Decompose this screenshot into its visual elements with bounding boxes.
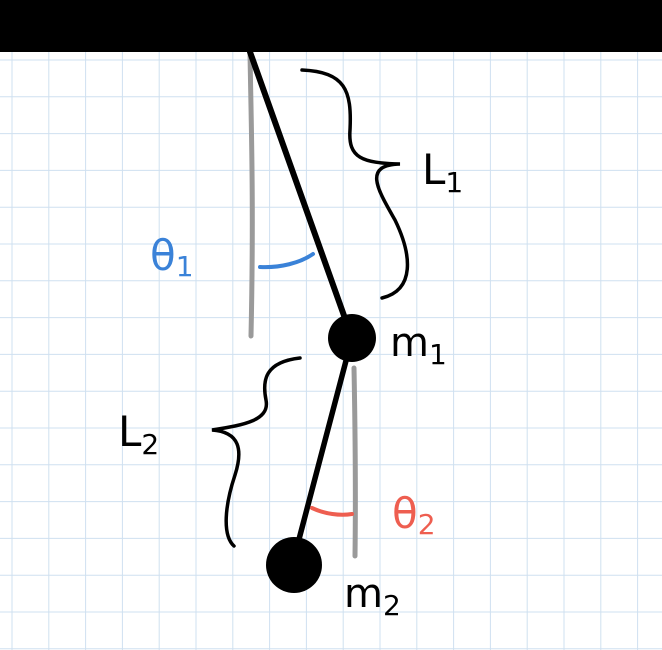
rod-2 [290,335,355,565]
label-L1-subscript: 1 [445,166,463,199]
ceiling-bar [0,0,662,52]
label-theta1-subscript: 1 [176,250,194,283]
brace-L1 [300,68,410,300]
label-m1: m1 [390,320,447,371]
label-L2: L2 [118,407,159,461]
label-L2-subscript: 2 [141,428,159,461]
label-L1: L1 [422,145,463,199]
mass-1 [328,314,376,362]
rod-1 [247,49,355,341]
mass-2 [266,537,322,593]
theta1-arc [258,252,315,270]
brace-L2 [211,356,302,548]
reference-line-2 [351,365,358,559]
label-m1-subscript: 1 [429,338,447,371]
label-theta2-subscript: 2 [418,508,436,541]
label-m2-subscript: 2 [383,589,401,622]
graph-paper-grid [0,52,662,650]
theta2-arc [310,506,354,517]
label-theta1: θ1 [150,231,194,283]
reference-line-1 [247,49,255,339]
label-theta2: θ2 [392,489,436,541]
label-m2: m2 [344,571,401,622]
